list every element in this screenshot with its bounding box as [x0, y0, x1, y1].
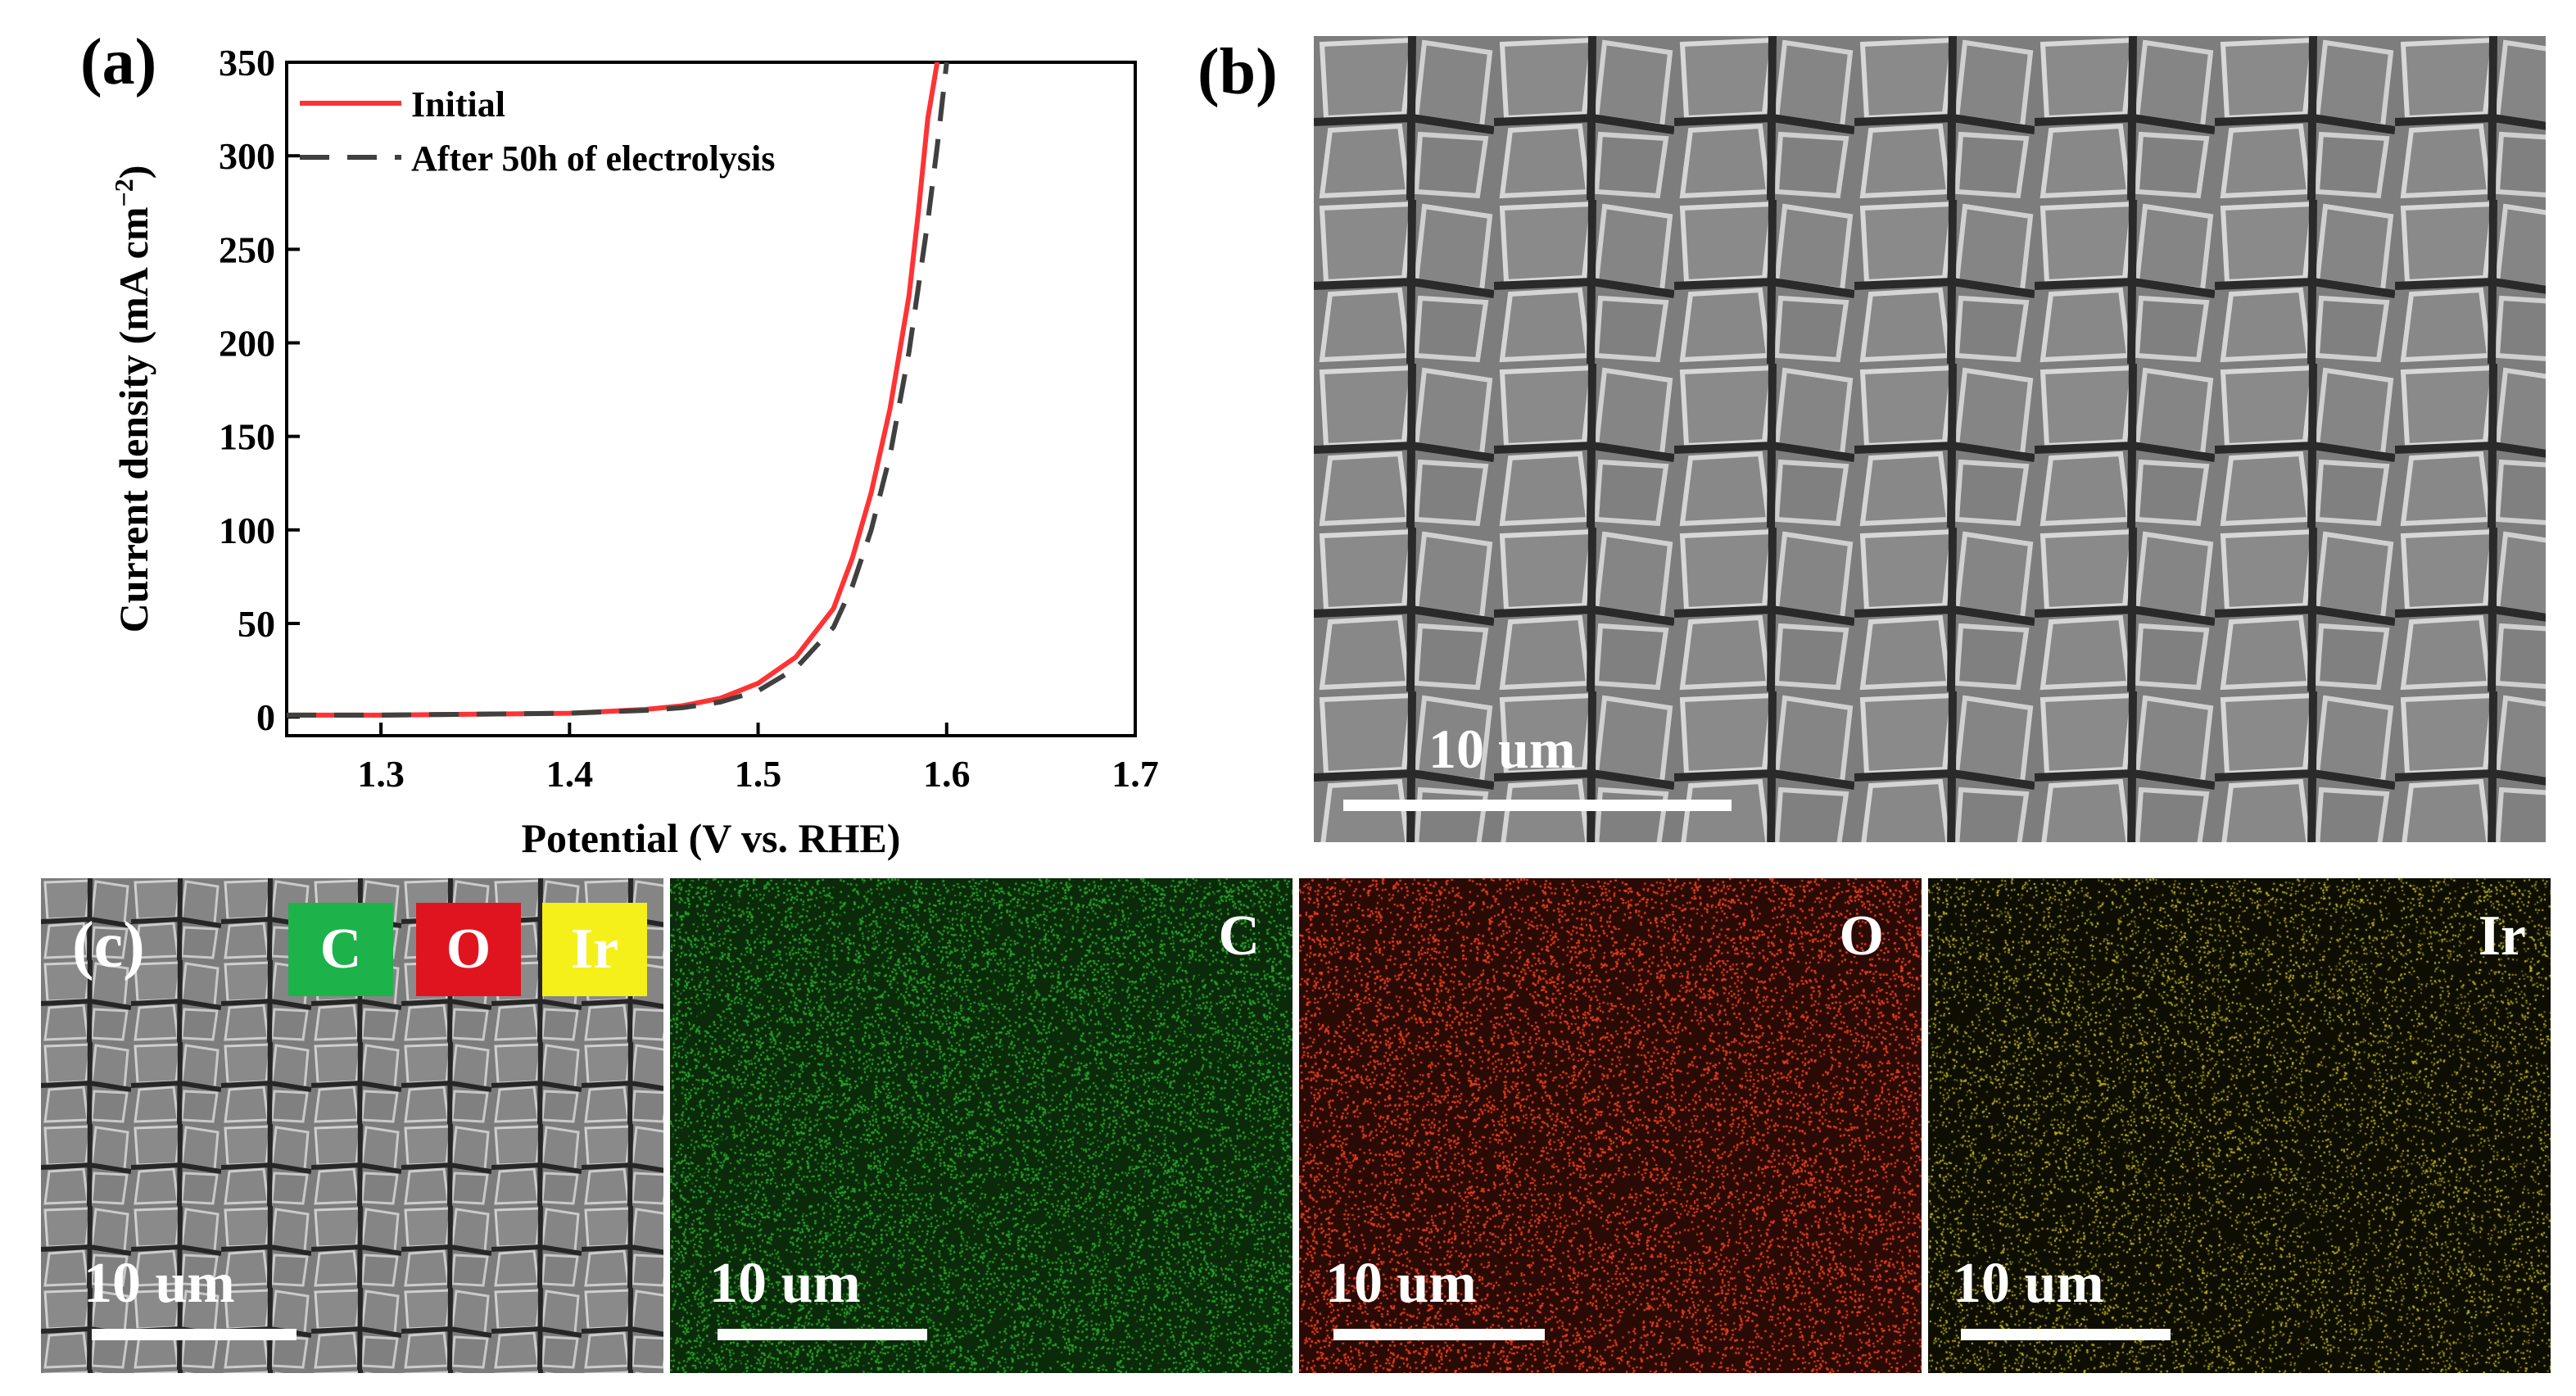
- x-axis-label: Potential (V vs. RHE): [522, 815, 901, 861]
- eds-map-c-canvas: [670, 878, 1293, 1373]
- y-axis-label-main: Current density (mA cm: [111, 207, 156, 633]
- scale-label-c1: 10 um: [709, 1252, 861, 1315]
- chart-a: 1.3 1.4 1.5 1.6 1.7 0 50 100 150 200 250 300 350 In…: [109, 42, 1159, 861]
- eds-map-o-label: O: [1839, 904, 1884, 968]
- y-axis-label: Current density (mA cm−2): [109, 165, 156, 633]
- eds-map-o: O 10 um: [1299, 878, 1922, 1373]
- panel-label-c: (c): [72, 909, 145, 981]
- y-axis-ticks: 0 50 100 150 200 250 300 350: [219, 42, 300, 738]
- legend-label-0: Initial: [411, 84, 505, 125]
- x-tick-label: 1.6: [923, 753, 971, 795]
- x-tick-label: 1.7: [1111, 753, 1159, 795]
- series-line-1: [287, 61, 949, 718]
- y-tick-label: 350: [219, 42, 275, 84]
- x-tick-label: 1.5: [735, 753, 782, 795]
- eds-map-c: C 10 um: [670, 878, 1293, 1373]
- y-tick-label: 200: [219, 323, 275, 365]
- chart-frame: [285, 61, 1137, 737]
- scale-label-b: 10 um: [1428, 718, 1576, 780]
- eds-map-ir-canvas: [1928, 878, 2551, 1373]
- legend-box-ir: Ir: [542, 903, 647, 996]
- legend-box-c: C: [288, 903, 393, 996]
- chart-legend: Initial After 50h of electrolysis: [300, 84, 775, 179]
- eds-map-c-label: C: [1218, 904, 1260, 968]
- eds-map-ir-label: Ir: [2478, 904, 2526, 968]
- y-tick-label: 50: [238, 603, 275, 645]
- scale-bar-c3: [1961, 1329, 2171, 1340]
- sem-texture-b: [1314, 36, 2546, 842]
- sem-image-b: 10 um: [1314, 36, 2546, 842]
- y-axis-label-close: ): [111, 165, 156, 179]
- scale-bar-c2: [1333, 1329, 1545, 1340]
- y-tick-label: 0: [256, 696, 275, 738]
- scale-label-c3: 10 um: [1953, 1252, 2104, 1315]
- legend-box-o: O: [416, 903, 521, 996]
- series-layer: [287, 61, 949, 718]
- scale-label-c2: 10 um: [1325, 1252, 1477, 1315]
- panel-label-a: (a): [80, 26, 157, 98]
- legend-label-1: After 50h of electrolysis: [411, 138, 775, 179]
- x-tick-label: 1.3: [357, 753, 405, 795]
- y-axis-label-sup: −2: [109, 179, 138, 206]
- series-line-0: [287, 61, 940, 718]
- panel-label-b: (b): [1197, 36, 1278, 108]
- y-tick-label: 150: [219, 416, 275, 458]
- scale-bar-c1: [718, 1329, 927, 1340]
- y-tick-label: 250: [219, 229, 275, 270]
- scale-label-c0: 10 um: [84, 1252, 235, 1315]
- eds-map-o-canvas: [1299, 878, 1922, 1373]
- y-tick-label: 300: [219, 135, 275, 177]
- x-tick-label: 1.4: [546, 753, 594, 795]
- scale-bar-c0: [92, 1329, 297, 1340]
- eds-map-ir: Ir 10 um: [1928, 878, 2551, 1373]
- scale-bar-b: [1343, 800, 1732, 811]
- x-axis-ticks: 1.3 1.4 1.5 1.6 1.7: [357, 723, 1159, 795]
- y-tick-label: 100: [219, 510, 275, 551]
